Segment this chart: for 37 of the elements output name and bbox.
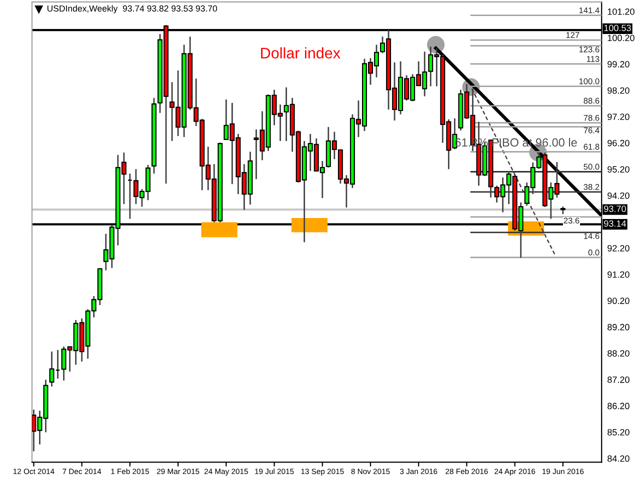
series-label: 127 xyxy=(566,32,580,38)
y-tick-label: 97.20 xyxy=(608,114,630,120)
series-label: 123.6 xyxy=(579,46,600,52)
y-tick-label: 84.20 xyxy=(608,455,630,462)
series-label: 0.0 xyxy=(588,249,600,256)
series-label: 100.0 xyxy=(579,78,600,84)
series-label: 76.4 xyxy=(584,127,600,134)
series-label: 113 xyxy=(586,56,600,62)
y-tick-label: 96.20 xyxy=(608,140,630,146)
series-label: 14.6 xyxy=(584,233,600,240)
annotation: Dollar index xyxy=(261,47,340,58)
y-tick-label: 92.20 xyxy=(608,245,630,252)
y-tick-label: 100.20 xyxy=(608,34,634,42)
candlestick xyxy=(49,350,54,388)
series-label: 38.2 xyxy=(584,184,600,190)
y-tick-label: 99.20 xyxy=(608,61,630,68)
y-tick-label: 95.20 xyxy=(608,166,630,173)
series-label: 61.8 xyxy=(584,144,600,150)
y-tick-label: 86.20 xyxy=(608,402,630,410)
ref-line-label: 100.53 xyxy=(604,24,631,32)
y-tick-label: 85.20 xyxy=(608,429,630,436)
ref-line-label: 93.14 xyxy=(604,220,626,227)
y-tick-label: 94.20 xyxy=(608,192,630,199)
y-tick-label: 90.20 xyxy=(608,298,630,304)
y-tick-label: 101.20 xyxy=(608,8,634,15)
y-tick-label: 98.20 xyxy=(608,87,630,94)
ref-line-label: 93.70 xyxy=(604,206,626,212)
y-tick-label: 88.20 xyxy=(608,350,630,357)
y-tick-label: 89.20 xyxy=(608,324,630,330)
chart-title: USDIndex,Weekly 93.74 93.82 93.53 93.70 xyxy=(47,5,218,14)
y-tick-label: 91.20 xyxy=(608,271,630,278)
series-label: 23.6 xyxy=(564,218,580,224)
series-label: 141.4 xyxy=(579,7,600,14)
series-label: 78.6 xyxy=(584,114,600,121)
y-tick-label: 87.20 xyxy=(608,376,630,383)
series-label: 88.6 xyxy=(584,98,600,104)
series-label: 50.0 xyxy=(584,164,600,170)
